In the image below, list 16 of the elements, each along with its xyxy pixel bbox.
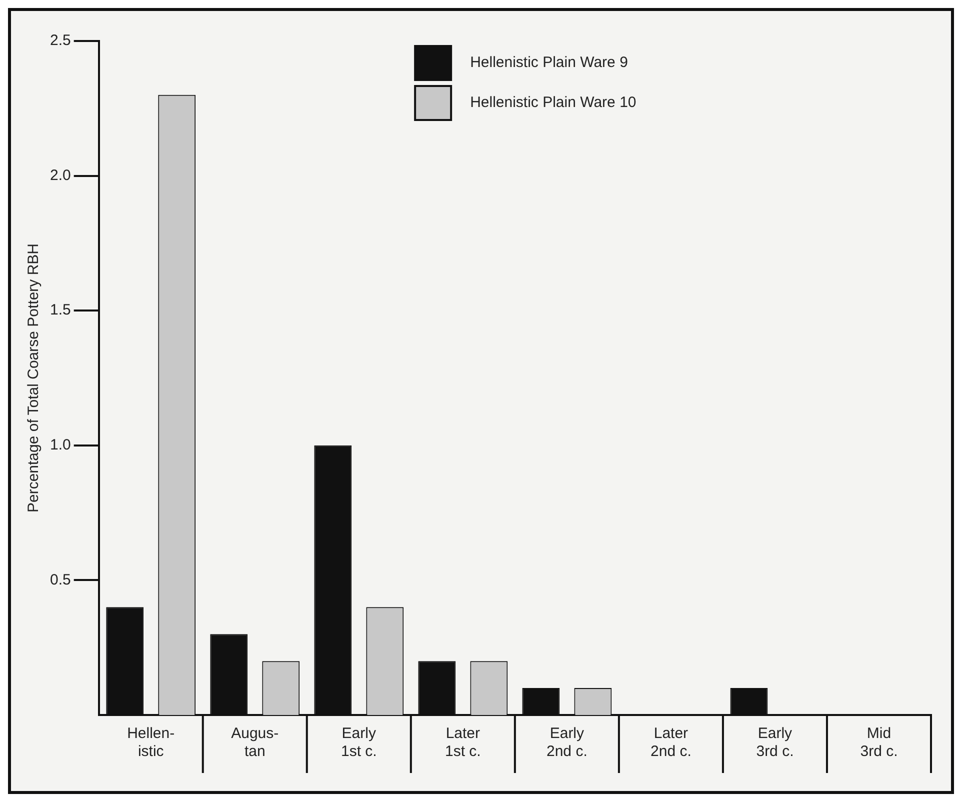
- y-axis-title: Percentage of Total Coarse Pottery RBH: [25, 243, 42, 513]
- x-tick-label: Hellen- istic: [127, 725, 175, 760]
- y-tick-label: 1.0: [50, 436, 71, 454]
- x-tick-label: Augus- tan: [231, 725, 279, 760]
- legend-label: Hellenistic Plain Ware 10: [470, 94, 636, 112]
- x-tick-label: Early 1st c.: [340, 725, 377, 760]
- y-tick-label: 2.0: [50, 166, 71, 184]
- legend-label: Hellenistic Plain Ware 9: [470, 54, 628, 72]
- y-tick-label: 1.5: [50, 302, 71, 319]
- x-tick-label: Later 2nd c.: [650, 725, 692, 760]
- x-tick-label: Mid 3rd c.: [860, 725, 898, 760]
- y-tick-label: 0.5: [50, 571, 71, 588]
- y-tick-label: 2.5: [50, 32, 71, 50]
- x-tick-label: Early 2nd c.: [546, 725, 588, 760]
- x-tick-label: Later 1st c.: [444, 725, 481, 760]
- x-tick-label: Early 3rd c.: [756, 725, 794, 760]
